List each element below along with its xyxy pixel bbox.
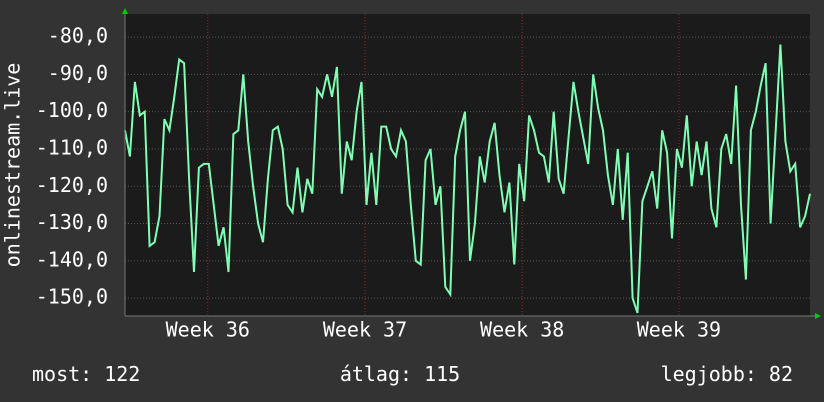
x-tick-label: Week 38 xyxy=(480,318,564,342)
x-arrow xyxy=(815,313,821,319)
y-tick-label: -80,0 xyxy=(48,24,108,48)
y-tick-label: -130,0 xyxy=(36,210,108,234)
stat: átlag: 115 xyxy=(340,362,460,386)
stat-label: legjobb: xyxy=(661,362,757,386)
stat-label: átlag: xyxy=(340,362,412,386)
y-tick-label: -110,0 xyxy=(36,135,108,159)
stat-value: 122 xyxy=(104,362,140,386)
stat-value: 115 xyxy=(424,362,460,386)
stat-label: most: xyxy=(32,362,92,386)
x-tick-label: Week 37 xyxy=(323,318,407,342)
y-tick-label: -100,0 xyxy=(36,98,108,122)
x-tick-label: Week 36 xyxy=(166,318,250,342)
stat-value: 82 xyxy=(769,362,793,386)
y-tick-label: -150,0 xyxy=(36,285,108,309)
y-tick-label: -90,0 xyxy=(48,61,108,85)
y-tick-label: -140,0 xyxy=(36,247,108,271)
x-tick-label: Week 39 xyxy=(637,318,721,342)
y-tick-label: -120,0 xyxy=(36,173,108,197)
y-axis-label: onlinestream.live xyxy=(1,63,25,268)
stat: most: 122 xyxy=(32,362,140,386)
data-line xyxy=(124,44,811,314)
y-arrow xyxy=(122,8,128,14)
stat: legjobb: 82 xyxy=(661,362,793,386)
